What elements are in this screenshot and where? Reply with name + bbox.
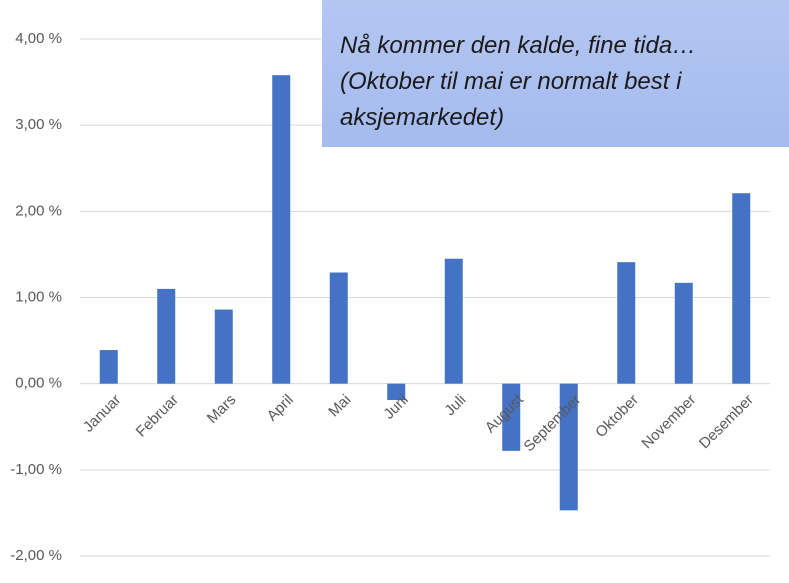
bar xyxy=(272,75,291,384)
bar xyxy=(99,350,118,384)
annotation-box xyxy=(322,0,789,147)
annotation-text: (Oktober til mai er normalt best i xyxy=(340,68,682,95)
bar xyxy=(214,309,233,384)
x-tick-label: Oktober xyxy=(592,391,642,441)
bar xyxy=(559,383,578,511)
bar xyxy=(329,272,348,384)
annotation-text: Nå kommer den kalde, fine tida… xyxy=(340,32,696,59)
x-tick-label: Juli xyxy=(441,391,469,419)
bar xyxy=(674,282,693,384)
x-tick-label: April xyxy=(264,391,297,424)
x-tick-label: Mai xyxy=(325,391,354,420)
x-tick-label: Mars xyxy=(204,391,240,427)
x-tick-label: Desember xyxy=(696,391,757,452)
x-tick-label: Juni xyxy=(380,391,411,422)
y-tick-label: -2,00 % xyxy=(10,547,62,564)
y-tick-label: 0,00 % xyxy=(15,375,62,392)
y-tick-label: 4,00 % xyxy=(15,30,62,47)
bar xyxy=(387,383,406,401)
annotation-text: aksjemarkedet) xyxy=(340,104,504,131)
bar xyxy=(617,262,636,384)
x-tick-label: November xyxy=(638,391,699,452)
bar xyxy=(444,258,463,384)
bar xyxy=(502,383,521,451)
x-tick-label: Februar xyxy=(133,391,182,440)
y-tick-label: -1,00 % xyxy=(10,461,62,478)
y-tick-label: 2,00 % xyxy=(15,202,62,219)
x-tick-label: Januar xyxy=(80,391,124,435)
y-tick-label: 3,00 % xyxy=(15,116,62,133)
bar xyxy=(157,288,176,384)
y-tick-label: 1,00 % xyxy=(15,288,62,305)
bar xyxy=(732,193,751,384)
